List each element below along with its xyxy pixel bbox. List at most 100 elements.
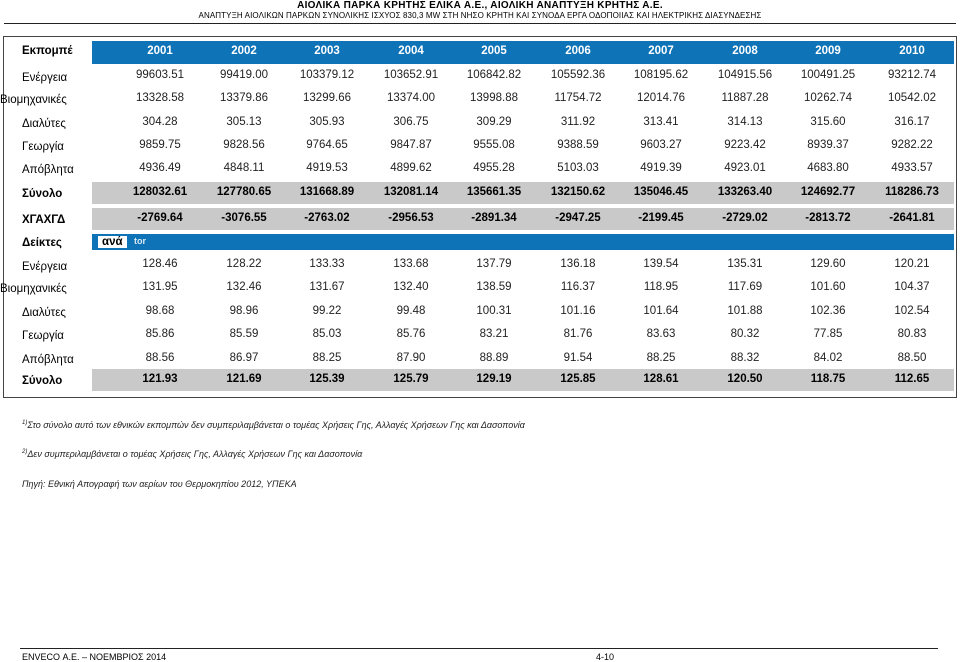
table-cell: 127780.65 [216,186,272,198]
row-label: Σύνολο [22,375,63,387]
section2-label-extra: ανά [98,236,127,248]
table-cell: 133263.40 [717,186,773,198]
table-cell: 9223.42 [724,139,766,151]
table-cell: 102.36 [810,305,846,317]
row-label: Ενέργεια [22,261,68,273]
table-cell: 135661.35 [466,186,522,198]
year-header: 2005 [481,45,507,57]
table-cell: 9764.65 [306,139,348,151]
table-cell: 4919.53 [306,162,348,174]
corner-label: Εκπομπέ [22,45,73,57]
table-cell: -2956.53 [388,212,434,224]
table-cell: 118286.73 [885,186,939,198]
note-1-marker: 1) [22,420,28,426]
table-cell: 135.31 [727,258,763,270]
table-cell: 131668.89 [299,186,355,198]
note-1-text: Στο σύνολο αυτό των εθνικών εκπομπών δεν… [27,420,525,430]
section2-label: Δείκτες [22,237,62,249]
table-cell: 101.60 [810,281,846,293]
table-cell: 88.32 [730,352,760,364]
table-cell: 80.32 [730,328,760,340]
section2-header-band [92,234,954,250]
table-cell: 104.37 [894,281,930,293]
note-1: 1)Στο σύνολο αυτό των εθνικών εκπομπών δ… [22,420,525,430]
table-cell: 10262.74 [804,92,852,104]
header-subtitle: ΑΝΑΠΤΥΞΗ ΑΙΟΛΙΚΩΝ ΠΑΡΚΩΝ ΣΥΝΟΛΙΚΗΣ ΙΣΧΥΟ… [198,11,762,20]
table-cell: 99.48 [396,305,426,317]
table-cell: 98.68 [145,305,175,317]
row-label: Διαλύτες [22,307,66,319]
year-header: 2001 [147,45,173,57]
table-cell: 88.56 [145,352,175,364]
table-cell: 133.33 [309,258,345,270]
row-label: Ενέργεια [22,72,68,84]
table-cell: 77.85 [813,328,843,340]
table-cell: 105592.36 [550,69,606,81]
table-cell: 137.79 [476,258,512,270]
table-cell: 304.28 [142,116,178,128]
table-cell: 120.21 [894,258,930,270]
table-cell: 100.31 [476,305,512,317]
table-cell: -2769.64 [137,212,183,224]
table-cell: 133.68 [393,258,429,270]
table-cell: 91.54 [563,352,593,364]
table-cell: 83.21 [479,328,509,340]
table-cell: 128.46 [142,258,178,270]
row-label: Γεωργία [22,330,64,342]
table-cell: 106842.82 [466,69,522,81]
table-cell: 102.54 [894,305,930,317]
year-header: 2010 [899,45,925,57]
table-cell: -2199.45 [638,212,684,224]
year-header: 2004 [398,45,424,57]
table-cell: 81.76 [563,328,593,340]
row-label: Βιομηχανικές [0,94,67,106]
table-cell: 12014.76 [637,92,685,104]
table-cell: 10542.02 [888,92,936,104]
table-cell: 11754.72 [554,92,602,104]
table-cell: 315.60 [810,116,846,128]
row-label: Διαλύτες [22,118,66,130]
table-cell: 85.03 [312,328,342,340]
table-cell: 313.41 [643,116,679,128]
table-cell: 306.75 [393,116,429,128]
table-cell: 101.16 [560,305,596,317]
table-cell: -2813.72 [805,212,851,224]
note-2: 2)Δεν συμπεριλαμβάνεται ο τομέας Χρήσεις… [22,449,362,459]
row-band [92,369,954,391]
table-cell: 4848.11 [223,162,265,174]
year-header: 2002 [231,45,257,57]
table-cell: 88.89 [479,352,509,364]
table-cell: 108195.62 [633,69,689,81]
row-label: ΧΓΑΧΓΔ [22,214,66,226]
table-cell: 314.13 [727,116,763,128]
table-cell: -2729.02 [722,212,768,224]
table-cell: 88.25 [312,352,342,364]
table-cell: -3076.55 [221,212,267,224]
table-cell: -2641.81 [889,212,935,224]
table-cell: 87.90 [396,352,426,364]
table-cell: 9603.27 [640,139,682,151]
table-cell: 8939.37 [807,139,849,151]
table-cell: 104915.56 [717,69,773,81]
table-cell: 85.59 [229,328,259,340]
table-cell: 80.83 [897,328,927,340]
table-cell: 4899.62 [390,162,432,174]
table-cell: 128032.61 [132,186,188,198]
table-cell: 125.39 [309,373,345,385]
table-cell: 112.65 [894,373,930,385]
table-cell: 124692.77 [800,186,856,198]
table-cell: -2947.25 [555,212,601,224]
table-cell: 9859.75 [139,139,181,151]
table-cell: -2891.34 [471,212,517,224]
table-cell: 305.13 [226,116,262,128]
row-label: Απόβλητα [22,164,74,176]
note-2-text: Δεν συμπεριλαμβάνεται ο τομέας Χρήσεις Γ… [27,449,363,459]
footer-divider [20,648,938,649]
table-cell: 9555.08 [473,139,515,151]
table-frame [3,36,957,398]
table-cell: 132.40 [393,281,429,293]
section2-strip-text: tor [134,236,146,246]
table-cell: 305.93 [309,116,345,128]
row-label: Γεωργία [22,141,64,153]
year-header: 2009 [815,45,841,57]
